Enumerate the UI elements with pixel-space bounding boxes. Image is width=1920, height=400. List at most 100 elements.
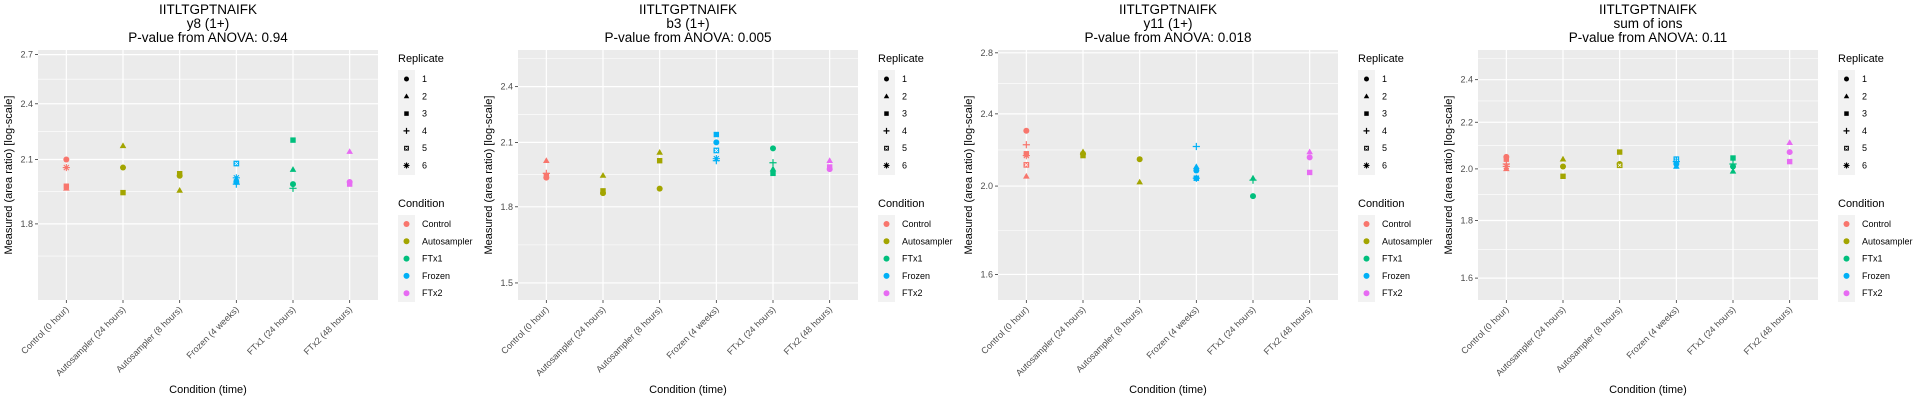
condition-legend-key — [883, 221, 890, 227]
x-tick-label: Control (0 hour) — [1459, 304, 1511, 356]
data-point — [1786, 149, 1793, 156]
data-point — [1022, 151, 1030, 160]
replicate-legend-key — [1363, 127, 1370, 134]
data-point — [232, 174, 240, 182]
condition-legend-key — [883, 272, 890, 279]
data-point — [1250, 193, 1256, 200]
condition-legend-key — [403, 238, 410, 245]
replicate-legend-label: 6 — [1862, 161, 1867, 171]
condition-legend-key — [883, 255, 890, 262]
chart-panel-b3: IITLTGPTNAIFK b3 (1+) P-value from ANOVA: … — [480, 0, 960, 400]
replicate-legend-label: 3 — [422, 109, 427, 119]
condition-legend-label: FTx1 — [1382, 254, 1403, 264]
condition-legend-key — [1843, 221, 1850, 227]
replicate-legend-key — [404, 145, 409, 151]
replicate-legend-key — [883, 93, 890, 99]
replicate-legend-key — [1843, 127, 1850, 134]
data-point — [599, 172, 607, 178]
replicate-legend-label: 3 — [1382, 109, 1387, 119]
replicate-legend-key — [404, 111, 409, 116]
replicate-legend-label: 5 — [1862, 143, 1867, 153]
data-point — [1616, 149, 1623, 155]
data-point — [1193, 167, 1200, 174]
y-tick-label: 2.1 — [500, 137, 513, 147]
data-point — [713, 131, 720, 138]
chart-title: IITLTGPTNAIFK — [1119, 2, 1217, 17]
condition-legend-key — [403, 255, 410, 262]
x-tick-label: FTx2 (48 hours) — [782, 304, 834, 356]
data-point — [769, 159, 777, 167]
data-point — [1786, 139, 1793, 145]
replicate-legend-key — [404, 76, 409, 82]
data-point — [290, 137, 296, 143]
x-tick-label: Control (0 hour) — [19, 304, 71, 356]
condition-legend-label: Control — [902, 219, 931, 229]
condition-legend-key — [883, 290, 890, 297]
y-tick-label: 2.2 — [1460, 117, 1473, 127]
replicate-legend-key — [1364, 76, 1369, 82]
condition-legend-label: FTx2 — [1862, 288, 1883, 298]
replicate-legend-key — [884, 145, 889, 151]
replicate-legend-label: 4 — [422, 126, 427, 136]
replicate-legend-label: 3 — [1862, 109, 1867, 119]
y-tick-label: 1.6 — [980, 269, 993, 279]
data-point — [826, 157, 833, 163]
data-point — [656, 185, 663, 192]
data-point — [1730, 163, 1736, 170]
replicate-legend-label: 5 — [422, 143, 427, 153]
data-point — [120, 189, 126, 196]
replicate-legend-key-bg — [1838, 70, 1855, 175]
data-point — [770, 145, 776, 152]
condition-legend-key — [1363, 290, 1370, 297]
condition-legend-label: Autosampler — [422, 236, 473, 246]
data-point — [1786, 158, 1793, 165]
condition-legend-key — [1363, 221, 1370, 227]
x-tick-label: FTx2 (48 hours) — [1742, 304, 1794, 356]
data-point — [233, 160, 240, 167]
replicate-legend-label: 4 — [902, 126, 907, 136]
x-tick-label: Frozen (4 weeks) — [1625, 304, 1681, 360]
data-point — [1729, 167, 1737, 174]
replicate-legend-label: 1 — [1862, 74, 1867, 84]
replicate-legend-key — [1363, 162, 1370, 169]
condition-legend-label: Frozen — [1862, 271, 1890, 281]
condition-legend-label: FTx2 — [1382, 288, 1403, 298]
gridlines — [1478, 50, 1818, 300]
replicate-legend-key — [403, 93, 410, 99]
replicate-legend-key — [1364, 145, 1369, 151]
replicate-legend-label: 2 — [1862, 91, 1867, 101]
condition-legend-title: Condition — [878, 198, 924, 210]
condition-legend-key — [1363, 238, 1370, 245]
data-point — [713, 147, 720, 154]
data-point — [1023, 172, 1030, 179]
x-tick-label: Autosampler (8 hours) — [114, 304, 184, 374]
data-point — [1136, 156, 1143, 163]
y-tick-label: 2.4 — [20, 99, 33, 109]
replicate-legend-title: Replicate — [1838, 53, 1884, 65]
chart-subtitle: b3 (1+) — [666, 16, 709, 31]
chart-pvalue: P-value from ANOVA: 0.005 — [604, 30, 771, 45]
replicate-legend-key — [1844, 111, 1849, 116]
x-tick-label: FTx1 (24 hours) — [725, 304, 777, 356]
plot-background — [38, 50, 378, 300]
replicate-legend-key — [1844, 145, 1849, 151]
y-tick-label: 2.4 — [500, 82, 513, 92]
data-point — [826, 166, 833, 173]
condition-legend-label: Autosampler — [902, 236, 953, 246]
data-point — [176, 187, 183, 193]
condition-legend-label: Autosampler — [1382, 236, 1433, 246]
y-tick-label: 2.4 — [980, 109, 993, 119]
data-point — [543, 174, 550, 181]
data-point — [1306, 154, 1313, 161]
data-point — [1023, 127, 1030, 134]
data-point — [543, 157, 550, 163]
plot-background — [998, 50, 1338, 300]
chart-subtitle: y11 (1+) — [1144, 16, 1193, 31]
replicate-legend-key — [884, 76, 889, 82]
replicate-legend-label: 2 — [422, 91, 427, 101]
data-point — [656, 158, 663, 164]
replicate-legend-label: 6 — [422, 161, 427, 171]
replicate-legend-label: 2 — [1382, 91, 1387, 101]
x-axis-label: Condition (time) — [649, 384, 727, 396]
